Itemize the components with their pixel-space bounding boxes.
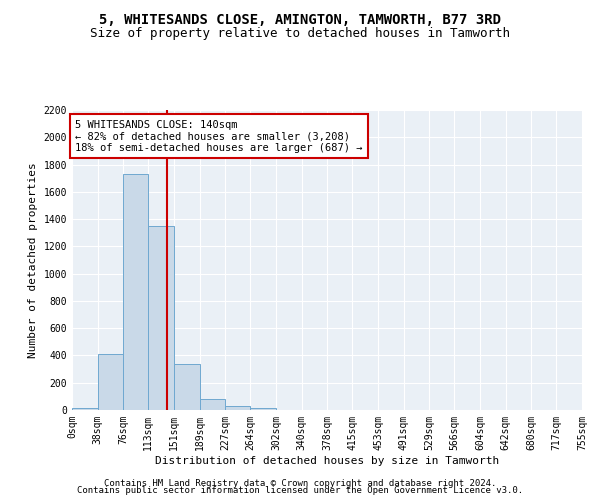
Text: 5, WHITESANDS CLOSE, AMINGTON, TAMWORTH, B77 3RD: 5, WHITESANDS CLOSE, AMINGTON, TAMWORTH,…: [99, 12, 501, 26]
Bar: [226, 406, 250, 410]
Text: Contains public sector information licensed under the Open Government Licence v3: Contains public sector information licen…: [77, 486, 523, 495]
Bar: [250, 408, 276, 410]
Bar: [174, 364, 200, 410]
Text: 5 WHITESANDS CLOSE: 140sqm
← 82% of detached houses are smaller (3,208)
18% of s: 5 WHITESANDS CLOSE: 140sqm ← 82% of deta…: [76, 120, 363, 152]
Bar: [124, 174, 148, 410]
Text: Contains HM Land Registry data © Crown copyright and database right 2024.: Contains HM Land Registry data © Crown c…: [104, 478, 496, 488]
Bar: [98, 354, 124, 410]
Y-axis label: Number of detached properties: Number of detached properties: [28, 162, 38, 358]
Bar: [200, 399, 226, 410]
X-axis label: Distribution of detached houses by size in Tamworth: Distribution of detached houses by size …: [155, 456, 499, 466]
Bar: [148, 226, 174, 410]
Text: Size of property relative to detached houses in Tamworth: Size of property relative to detached ho…: [90, 28, 510, 40]
Bar: [72, 408, 98, 410]
